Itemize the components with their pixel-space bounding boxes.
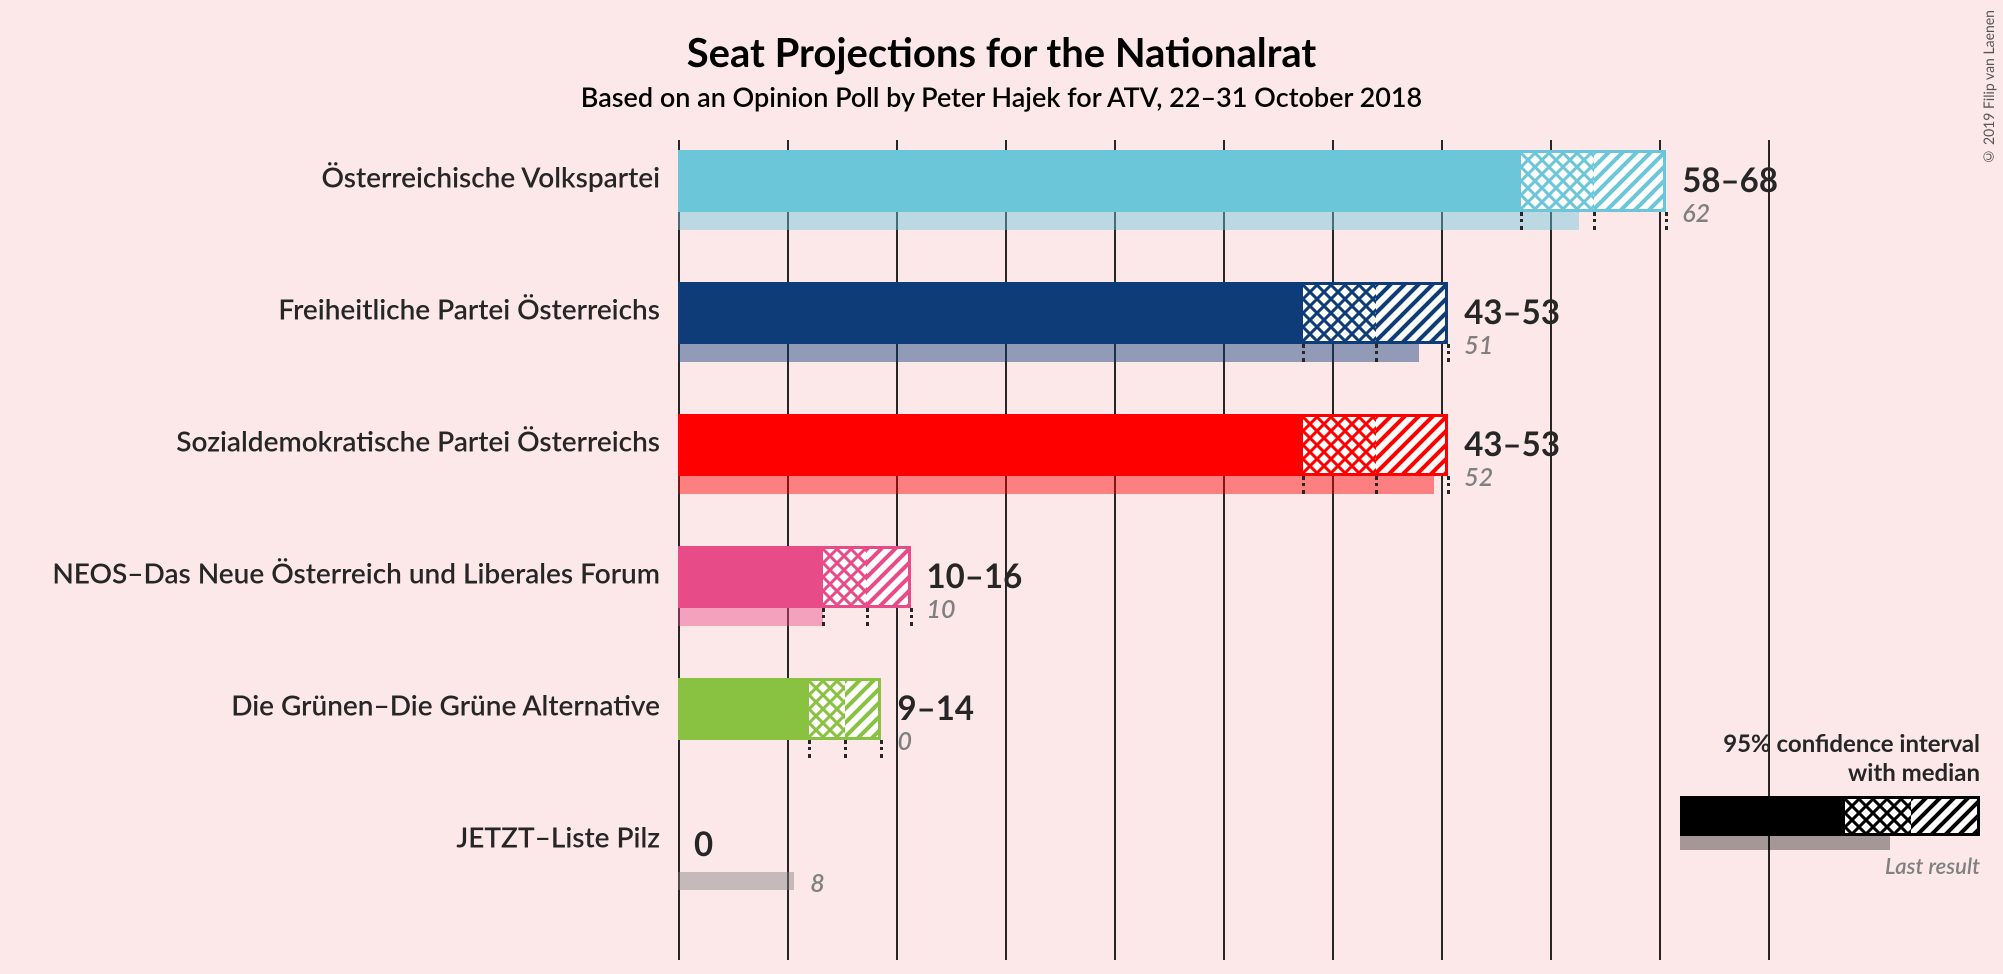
ci-marker [866, 608, 869, 626]
ci-marker [844, 740, 847, 758]
ci-marker [1447, 344, 1450, 362]
legend-title-line2: with median [1848, 758, 1980, 787]
bar-solid [678, 282, 1303, 344]
ci-marker [1520, 212, 1523, 230]
legend-bar-solid [1680, 796, 1845, 836]
legend-title-line1: 95% confidence interval [1723, 729, 1980, 758]
legend-bar-diagonal [1911, 796, 1980, 836]
ci-marker [1593, 212, 1596, 230]
party-label: JETZT–Liste Pilz [456, 819, 660, 853]
bar-ci-upper [867, 546, 911, 608]
party-label: Die Grünen–Die Grüne Alternative [231, 687, 660, 721]
party-row: JETZT–Liste Pilz08 [678, 810, 1768, 890]
bar-last-result [678, 608, 823, 626]
legend-bars: Last result [1680, 796, 1980, 876]
bar-ci-lower [1521, 150, 1594, 212]
bar-solid [678, 414, 1303, 476]
last-result-label: 52 [1464, 462, 1493, 492]
party-label: NEOS–Das Neue Österreich und Liberales F… [52, 555, 660, 589]
party-row: Österreichische Volkspartei58–6862 [678, 150, 1768, 230]
last-result-label: 62 [1682, 198, 1710, 228]
bar-last-result [678, 212, 1579, 230]
last-result-label: 8 [810, 868, 825, 898]
ci-marker [1447, 476, 1450, 494]
chart-plot-area: Österreichische Volkspartei58–6862 Freihe… [678, 140, 1768, 960]
last-result-label: 10 [927, 594, 956, 624]
bar-last-result [678, 872, 794, 890]
bar-ci-lower [823, 546, 867, 608]
party-label: Freiheitliche Partei Österreichs [278, 291, 660, 325]
ci-marker [1665, 212, 1668, 230]
bar-ci-upper [1594, 150, 1667, 212]
ci-marker [1302, 344, 1305, 362]
range-label: 58–68 [1682, 160, 1778, 200]
ci-marker [1302, 476, 1305, 494]
range-label: 0 [694, 824, 713, 864]
chart-legend: 95% confidence interval with median Last… [1680, 730, 1980, 876]
bar-ci-lower [1303, 414, 1376, 476]
legend-title: 95% confidence interval with median [1680, 730, 1980, 788]
range-label: 43–53 [1464, 292, 1560, 332]
bar-last-result [678, 344, 1419, 362]
party-label: Sozialdemokratische Partei Österreichs [176, 423, 660, 457]
ci-marker [808, 740, 811, 758]
bar-ci-upper [1376, 282, 1449, 344]
party-row: NEOS–Das Neue Österreich und Liberales F… [678, 546, 1768, 626]
party-label: Österreichische Volkspartei [321, 159, 660, 193]
bar-ci-upper [845, 678, 881, 740]
bar-solid [678, 150, 1521, 212]
legend-last-label: Last result [1885, 852, 1980, 879]
range-label: 43–53 [1464, 424, 1560, 464]
range-label: 10–16 [927, 556, 1023, 596]
legend-bar-crosshatch [1845, 796, 1911, 836]
party-row: Sozialdemokratische Partei Österreichs43… [678, 414, 1768, 494]
ci-marker [822, 608, 825, 626]
ci-marker [1375, 344, 1378, 362]
last-result-label: 0 [897, 726, 912, 756]
bar-ci-upper [1376, 414, 1449, 476]
range-label: 9–14 [897, 688, 974, 728]
ci-marker [880, 740, 883, 758]
bar-last-result [678, 476, 1434, 494]
bar-solid [678, 546, 823, 608]
party-row: Die Grünen–Die Grüne Alternative9–140 [678, 678, 1768, 758]
bar-solid [678, 678, 809, 740]
party-row: Freiheitliche Partei Österreichs43–5351 [678, 282, 1768, 362]
ci-marker [910, 608, 913, 626]
chart-title: Seat Projections for the Nationalrat [0, 28, 2003, 76]
chart-subtitle: Based on an Opinion Poll by Peter Hajek … [0, 80, 2003, 113]
last-result-label: 51 [1464, 330, 1493, 360]
copyright-text: © 2019 Filip van Laenen [1980, 10, 1997, 166]
ci-marker [1375, 476, 1378, 494]
bar-ci-lower [1303, 282, 1376, 344]
bar-ci-lower [809, 678, 845, 740]
legend-bar-last [1680, 836, 1890, 850]
